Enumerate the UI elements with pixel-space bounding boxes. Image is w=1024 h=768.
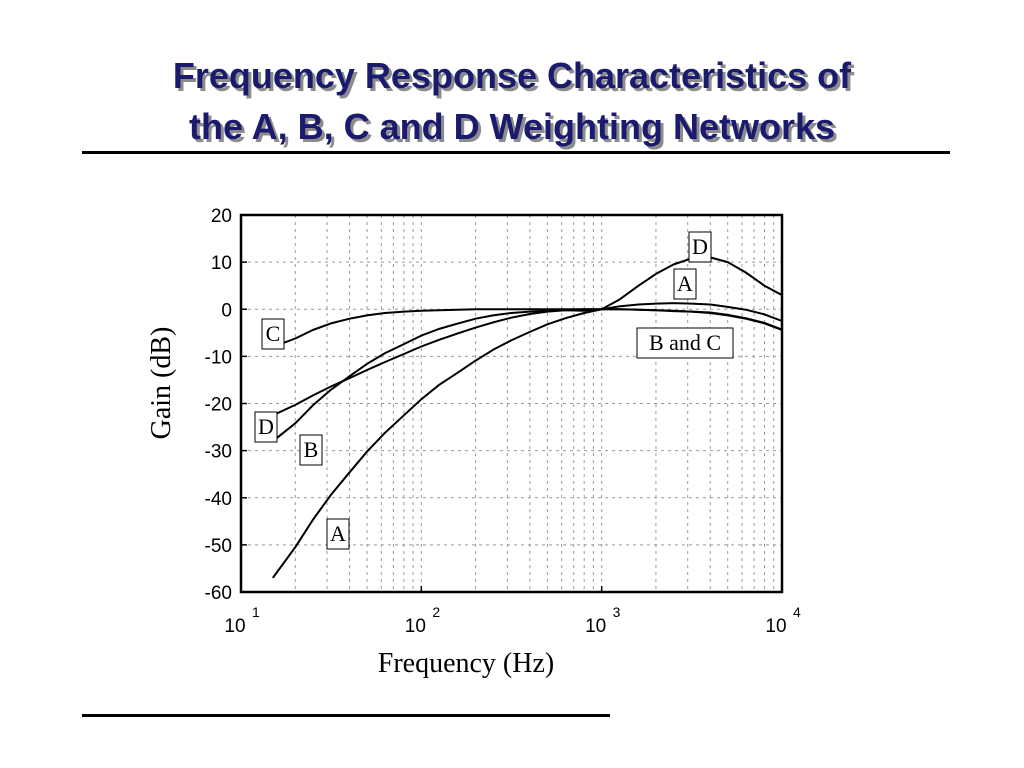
slide-title-line-1: Frequency Response Characteristics of	[172, 55, 852, 96]
x-axis-label: Frequency (Hz)	[378, 648, 554, 679]
y-tick-label: 10	[211, 253, 232, 274]
curve-label: C	[266, 321, 281, 346]
y-tick-label: 20	[211, 206, 232, 227]
curve-label: A	[677, 271, 693, 296]
y-tick-label: -60	[205, 583, 232, 604]
y-tick-labels: 20 10 0 -10 -20 -30 -40 -50 -60	[205, 206, 247, 604]
curve-label-box	[254, 411, 278, 443]
x-tick-label: 10	[765, 616, 786, 637]
slide-title-line-2: the A, B, C and D Weighting Networks	[188, 106, 836, 147]
curve-label: B and C	[649, 330, 721, 355]
curve-label-box	[688, 231, 712, 263]
y-axis-label: Gain (dB)	[146, 327, 177, 440]
footer-rule	[82, 714, 610, 717]
y-tick-label: 0	[221, 300, 232, 321]
title-underline	[82, 151, 950, 154]
y-tick-label: -20	[205, 395, 232, 416]
series-line-c	[272, 308, 783, 348]
curve-label: A	[330, 521, 346, 546]
curve-label: D	[258, 414, 274, 439]
x-tick-label: 10	[224, 616, 245, 637]
chart-grid	[241, 215, 782, 592]
x-tick-exponent: 2	[432, 604, 440, 620]
x-tick-exponent: 3	[613, 604, 621, 620]
curve-label-box	[299, 434, 323, 466]
y-tick-label: -30	[205, 442, 232, 463]
curve-label-box	[636, 327, 734, 359]
curve-label-box	[326, 518, 350, 550]
y-tick-label: -50	[205, 536, 232, 557]
plot-area-frame	[239, 213, 784, 594]
x-tick-label: 10	[585, 616, 606, 637]
curve-label-box	[261, 318, 285, 350]
x-tick-exponent: 4	[793, 604, 801, 620]
curve-label: B	[304, 437, 319, 462]
x-tick-label: 10	[405, 616, 426, 637]
y-tick-label: -40	[205, 489, 232, 510]
series-line-a	[271, 302, 783, 579]
curve-label: D	[692, 234, 708, 259]
x-tick-exponent: 1	[252, 604, 260, 620]
x-tick-labels: 10 1 10 2 10 3 10 4	[224, 586, 801, 637]
curve-label-box	[673, 268, 697, 300]
y-tick-label: -10	[205, 347, 232, 368]
